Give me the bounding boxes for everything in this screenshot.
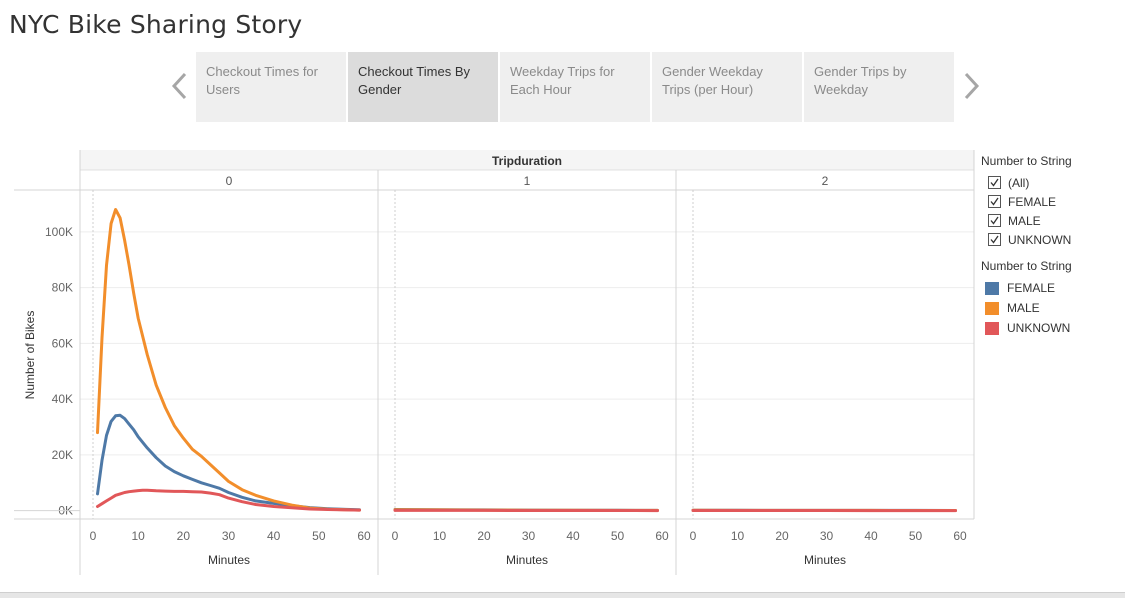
y-tick-label: 40K [52,392,73,406]
series-line-female[interactable] [98,415,360,509]
y-tick-label: 20K [52,448,73,462]
color-legend-item[interactable]: MALE [981,298,1121,318]
x-tick-label: 60 [357,529,371,543]
filter-item[interactable]: (All) [981,173,1121,192]
color-swatch [985,302,999,315]
x-tick-label: 50 [312,529,326,543]
x-tick-label: 50 [611,529,625,543]
x-tick-label: 10 [731,529,745,543]
checkbox[interactable] [988,214,1001,227]
y-tick-label: 80K [52,281,73,295]
filter-label: UNKNOWN [1008,233,1071,247]
filter-list: (All) FEMALE MALE UNKNOWN [981,173,1121,249]
x-tick-label: 60 [655,529,669,543]
panel-header-label: 1 [524,174,531,188]
filter-title: Number to String [981,154,1121,168]
checkmark-icon [990,197,999,206]
color-legend-title: Number to String [981,259,1121,273]
x-axis-title: Minutes [208,553,250,567]
x-tick-label: 30 [522,529,536,543]
checkmark-icon [990,235,999,244]
x-tick-label: 0 [690,529,697,543]
x-tick-label: 20 [477,529,491,543]
y-tick-label: 100K [45,225,73,239]
checkmark-icon [990,216,999,225]
color-legend-item[interactable]: UNKNOWN [981,318,1121,338]
x-tick-label: 10 [131,529,145,543]
x-tick-label: 40 [267,529,281,543]
color-legend-label: FEMALE [1007,281,1055,295]
checkmark-icon [990,178,999,187]
series-line-male[interactable] [98,210,360,511]
color-swatch [985,322,999,335]
filter-item[interactable]: MALE [981,211,1121,230]
x-tick-label: 30 [222,529,236,543]
x-axis-title: Minutes [804,553,846,567]
checkbox[interactable] [988,195,1001,208]
checkbox[interactable] [988,176,1001,189]
filter-label: FEMALE [1008,195,1056,209]
x-tick-label: 0 [392,529,399,543]
filter-item[interactable]: UNKNOWN [981,230,1121,249]
x-axis-title: Minutes [506,553,548,567]
panel-header-label: 0 [226,174,233,188]
bottom-scrollbar[interactable] [0,592,1125,598]
filter-label: (All) [1008,176,1029,190]
color-legend-item[interactable]: FEMALE [981,278,1121,298]
column-header-title: Tripduration [492,154,562,168]
x-tick-label: 40 [566,529,580,543]
x-tick-label: 0 [90,529,97,543]
x-tick-label: 20 [177,529,191,543]
color-swatch [985,282,999,295]
x-tick-label: 50 [909,529,923,543]
filter-label: MALE [1008,214,1041,228]
x-tick-label: 20 [775,529,789,543]
checkbox[interactable] [988,233,1001,246]
color-legend-label: MALE [1007,301,1040,315]
color-legend-label: UNKNOWN [1007,321,1070,335]
x-tick-label: 30 [820,529,834,543]
color-legend-list: FEMALE MALE UNKNOWN [981,278,1121,338]
x-tick-label: 60 [953,529,967,543]
y-axis-title: Number of Bikes [23,311,37,400]
panel-header-label: 2 [822,174,829,188]
filter-item[interactable]: FEMALE [981,192,1121,211]
x-tick-label: 40 [864,529,878,543]
x-tick-label: 10 [433,529,447,543]
y-tick-label: 60K [52,336,73,350]
